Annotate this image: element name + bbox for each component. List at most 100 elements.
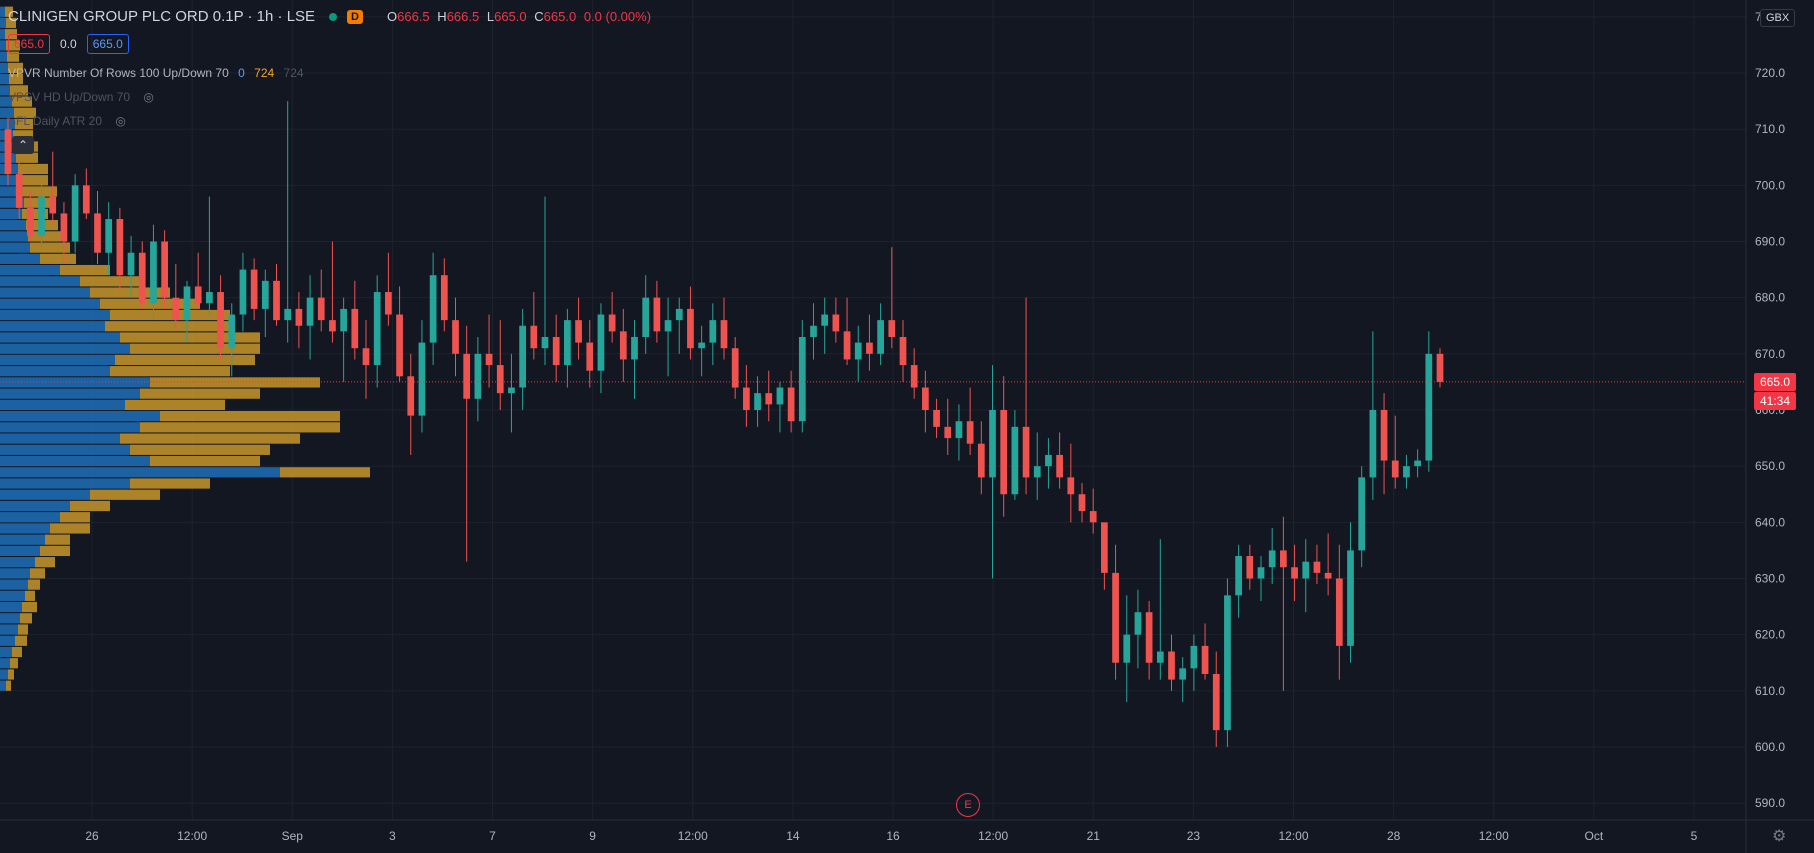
candle-body (217, 292, 224, 349)
candle-body (1403, 466, 1410, 478)
x-tick-label: Sep (282, 829, 304, 843)
volume-profile-down-bar (40, 253, 76, 264)
y-tick-label: 710.0 (1755, 122, 1785, 136)
volume-profile-down-bar (120, 433, 300, 444)
volume-profile-up-bar (0, 669, 8, 680)
candle-body (1246, 556, 1254, 579)
candle-body (1380, 410, 1388, 461)
candle-body (1045, 454, 1052, 467)
volume-profile-down-bar (18, 624, 28, 635)
candle-body (552, 336, 560, 366)
volume-profile-up-bar (0, 107, 14, 118)
candle-body (1078, 494, 1086, 512)
buy-price-button[interactable]: 665.0 (86, 34, 129, 54)
volume-profile-down-bar (130, 343, 260, 354)
volume-profile-up-bar (0, 455, 150, 467)
candle-body (194, 286, 202, 304)
volume-profile-down-bar (80, 276, 140, 287)
x-tick-label: 3 (389, 829, 396, 843)
chevron-up-icon[interactable]: ⌃ (12, 136, 34, 154)
volume-profile-down-bar (8, 62, 23, 74)
low-value: 665.0 (494, 9, 527, 24)
volume-profile-up-bar (0, 96, 12, 107)
candle-body (1089, 511, 1097, 523)
volume-profile-down-bar (22, 208, 48, 220)
candle-body (877, 320, 884, 354)
volume-profile-up-bar (0, 321, 105, 332)
candle-body (1425, 353, 1433, 461)
candle-body (15, 174, 23, 208)
eye-hidden-icon[interactable]: ◎ (115, 114, 126, 128)
gear-icon[interactable]: ⚙ (1772, 828, 1787, 845)
vpvr-value-1: 724 (254, 66, 275, 80)
candle-body (418, 342, 426, 416)
candle-body (306, 297, 314, 326)
candle-body (519, 325, 526, 388)
volume-profile-up-bar (0, 635, 15, 646)
volume-profile-up-bar (0, 534, 45, 545)
volume-profile-down-bar (16, 152, 38, 163)
spread-value: 0.0 (60, 37, 77, 51)
volume-profile-down-bar (125, 399, 225, 410)
candle-body (239, 269, 247, 315)
volume-profile-down-bar (90, 489, 160, 500)
candle-body (1022, 426, 1030, 478)
volume-profile-up-bar (0, 175, 20, 186)
close-label: C (534, 9, 544, 24)
candle-body (440, 275, 448, 321)
volume-profile-up-bar (0, 85, 10, 96)
y-tick-label: 600.0 (1755, 740, 1785, 754)
volume-profile-down-bar (22, 186, 57, 197)
volume-profile-down-bar (8, 669, 14, 680)
y-tick-label: 630.0 (1755, 571, 1785, 585)
earnings-marker[interactable]: E (956, 793, 980, 817)
high-value: 666.5 (446, 9, 480, 24)
volume-profile-down-bar (90, 287, 170, 298)
volume-profile-down-bar (130, 478, 210, 489)
x-tick-label: 26 (85, 829, 99, 843)
volume-profile-down-bar (280, 467, 370, 478)
candle-body (832, 314, 840, 332)
candle-body (899, 336, 907, 366)
volume-profile-down-bar (12, 646, 22, 658)
change-value: 0.0 (0.00%) (583, 9, 652, 24)
vpvr-params: Number Of Rows 100 Up/Down 70 (44, 66, 229, 80)
volume-profile-up-bar (0, 242, 30, 253)
candle-body (810, 325, 817, 337)
indicator-vpvr[interactable]: VPVR Number Of Rows 100 Up/Down 70 0 724… (8, 66, 304, 80)
x-tick-label: 21 (1087, 829, 1101, 843)
candle-body (1335, 578, 1343, 646)
candle-body (49, 196, 57, 214)
indicator-vpsv[interactable]: VPSV HD Up/Down 70 ◎ (8, 90, 154, 104)
sell-price-button[interactable]: 665.0 (8, 34, 51, 54)
x-tick-label: 5 (1691, 829, 1698, 843)
candle-body (1224, 595, 1231, 731)
eye-hidden-icon[interactable]: ◎ (143, 90, 154, 104)
volume-profile-down-bar (5, 6, 13, 17)
candle-body (888, 320, 896, 337)
volume-profile-up-bar (0, 444, 130, 455)
candle-body (922, 387, 929, 410)
volume-profile-up-bar (0, 253, 40, 264)
symbol-title[interactable]: CLINIGEN GROUP PLC ORD 0.1P · 1h · LSE (8, 8, 316, 25)
volume-profile-down-bar (6, 17, 16, 29)
candle-body (496, 365, 504, 394)
x-tick-label: 12:00 (1479, 829, 1509, 843)
x-tick-label: Oct (1585, 829, 1604, 843)
vpsv-label: VPSV HD Up/Down 70 (8, 90, 131, 104)
volume-profile-up-bar (0, 276, 80, 287)
volume-profile-down-bar (12, 96, 32, 107)
last-price-tag: 665.0 (1754, 372, 1796, 391)
volume-profile-up-bar (0, 568, 30, 579)
currency-badge[interactable]: GBX (1760, 9, 1796, 27)
candle-body (1324, 572, 1332, 579)
candle-body (642, 297, 650, 337)
low-label: L (486, 9, 495, 24)
candle-body (664, 320, 672, 332)
x-tick-label: 14 (786, 829, 800, 843)
indicator-sfl[interactable]: SFL Daily ATR 20 ◎ (8, 114, 126, 128)
volume-profile-up-bar (0, 646, 12, 658)
volume-profile-up-bar (0, 40, 6, 51)
